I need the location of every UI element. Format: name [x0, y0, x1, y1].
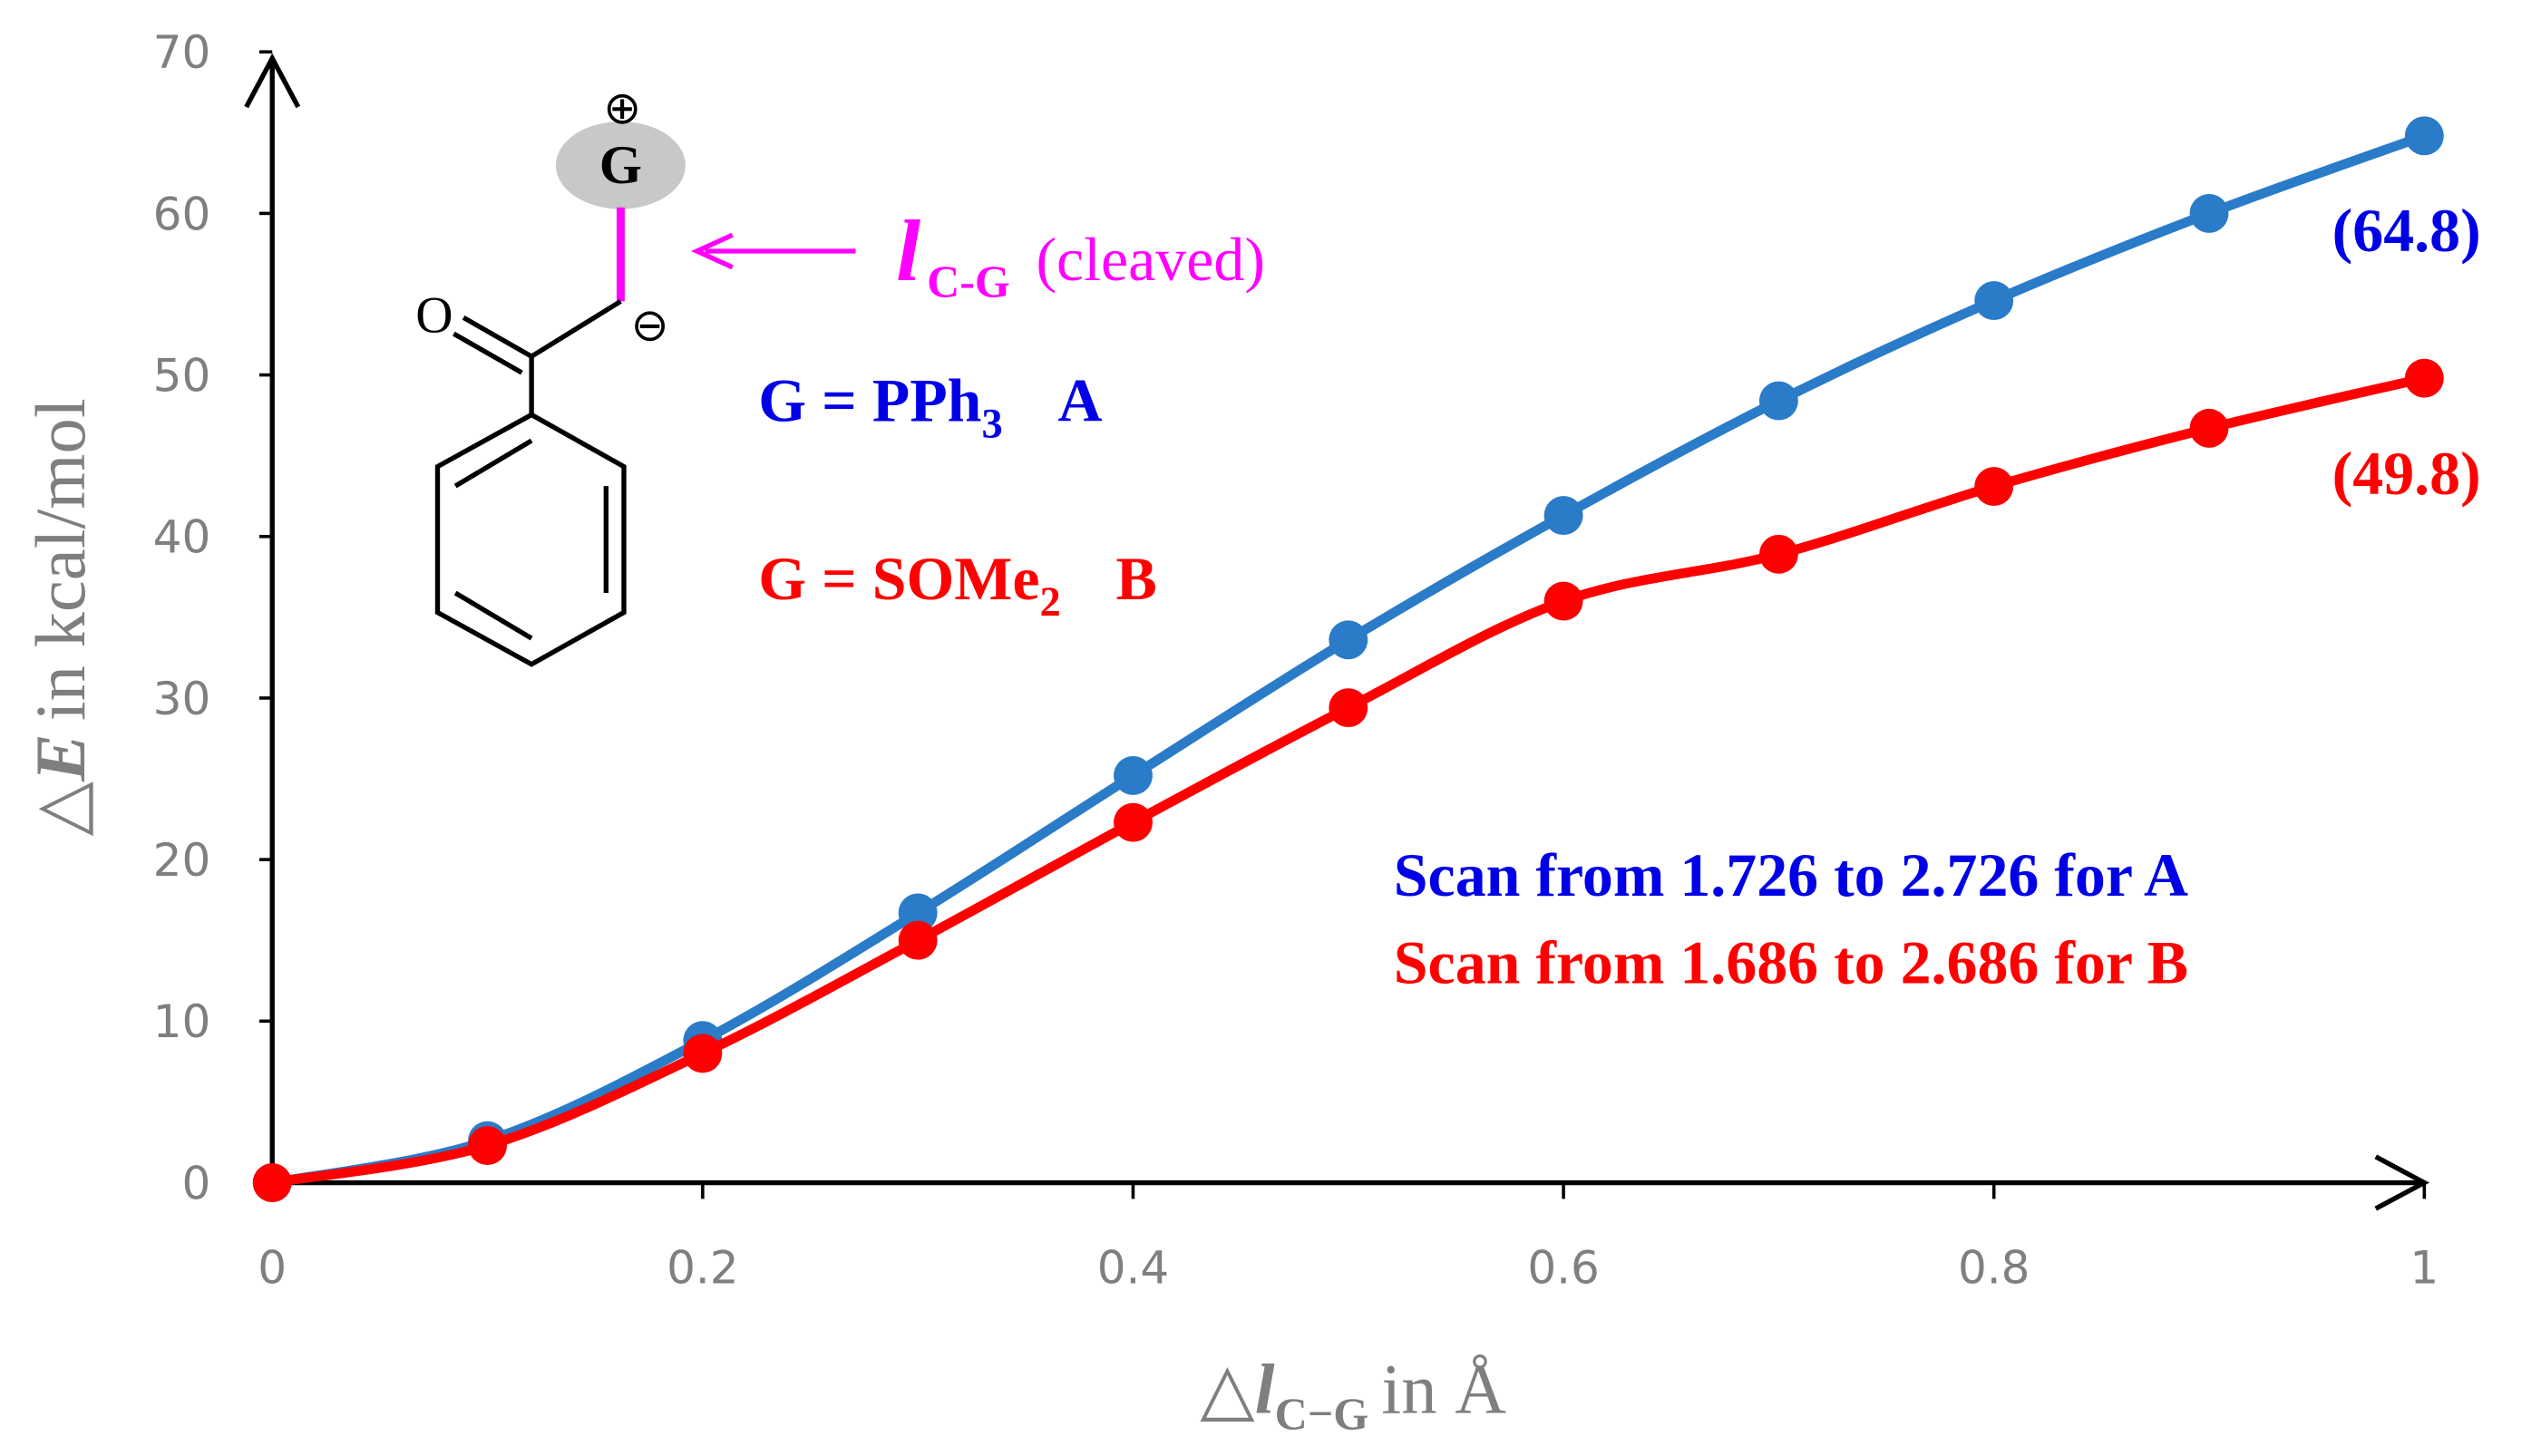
data-point — [1543, 581, 1583, 621]
data-point — [1758, 381, 1798, 421]
bond-subscript: C-G — [927, 256, 1010, 306]
y-tick-label: 60 — [153, 188, 211, 240]
x-tick-label: 0.2 — [667, 1241, 739, 1294]
y-tick-label: 10 — [153, 995, 211, 1048]
data-point — [1329, 688, 1368, 728]
bond-symbol: l — [896, 202, 920, 299]
y-tick-label: 0 — [181, 1157, 210, 1209]
data-point — [2404, 116, 2444, 156]
y-tick-label: 70 — [153, 26, 211, 79]
x-title-subscript: C−G — [1275, 1388, 1369, 1439]
y-title-prefix: △ — [22, 781, 101, 836]
scan-note: Scan from 1.726 to 2.726 for A — [1394, 840, 2188, 909]
legend-a: G = PPh3 A — [758, 366, 1102, 448]
y-title-symbol: E — [22, 733, 101, 781]
data-point — [252, 1163, 292, 1202]
legend-label: A — [1057, 366, 1102, 435]
x-tick-label: 0.6 — [1527, 1241, 1600, 1294]
legend-text: G = SOMe — [758, 544, 1039, 613]
data-point — [898, 920, 938, 960]
x-axis-title: △lC−G in Å — [1200, 1350, 1506, 1439]
x-title-prefix: △ — [1200, 1350, 1255, 1429]
y-axis-arrow — [244, 53, 301, 109]
y-axis-title: △Ein kcal/mol — [22, 398, 101, 836]
group-label: G — [599, 135, 642, 196]
legend-text: G = PPh — [758, 366, 981, 435]
data-point — [1543, 496, 1583, 536]
ring-bond — [453, 438, 533, 489]
y-title-text: in kcal/mol — [22, 398, 101, 721]
structure — [434, 121, 856, 667]
data-point — [898, 893, 938, 933]
data-point — [1758, 534, 1798, 574]
data-point — [1974, 467, 2014, 506]
legend-label: B — [1116, 544, 1157, 613]
data-point — [468, 1126, 507, 1165]
y-tick-label: 50 — [153, 349, 211, 402]
bond-label: l C-G (cleaved) — [896, 202, 1265, 306]
x-tick-label: 0 — [258, 1241, 287, 1294]
bond — [462, 315, 533, 359]
x-tick-label: 1 — [2410, 1241, 2439, 1294]
ring — [434, 412, 627, 667]
legend-subscript: 3 — [981, 402, 1002, 448]
bond-note: (cleaved) — [1036, 225, 1265, 294]
y-tick-label: 40 — [153, 511, 211, 564]
scan-note: Scan from 1.686 to 2.686 for B — [1394, 928, 2188, 997]
plus-charge: ⊕ — [603, 82, 641, 134]
series-line — [271, 373, 2426, 1188]
x-title-symbol: l — [1255, 1350, 1275, 1429]
bond — [453, 331, 523, 375]
x-tick-label: 0.8 — [1958, 1241, 2030, 1294]
data-point — [1329, 620, 1368, 660]
data-point — [683, 1034, 723, 1073]
end-value-label: (49.8) — [2332, 439, 2481, 508]
y-tick-label: 30 — [153, 673, 211, 725]
minus-charge: ⊖ — [631, 298, 669, 351]
group-blob — [555, 121, 686, 209]
data-point — [1114, 802, 1153, 842]
pointer-arrowhead — [690, 232, 734, 270]
y-tick-label: 20 — [153, 834, 211, 887]
legend-subscript: 2 — [1040, 579, 1061, 626]
oxygen-label: O — [415, 286, 453, 344]
data-point — [1114, 756, 1153, 795]
legend-b: G = SOMe2 B — [758, 544, 1157, 626]
x-title-text: in Å — [1381, 1350, 1506, 1429]
data-point — [1974, 281, 2014, 321]
x-tick-label: 0.4 — [1097, 1241, 1170, 1294]
end-value-label: (64.8) — [2332, 196, 2481, 265]
bond — [530, 299, 622, 359]
data-point — [2189, 408, 2229, 448]
data-point — [2189, 193, 2229, 233]
ring-bond — [453, 590, 533, 641]
data-point — [2404, 358, 2444, 398]
